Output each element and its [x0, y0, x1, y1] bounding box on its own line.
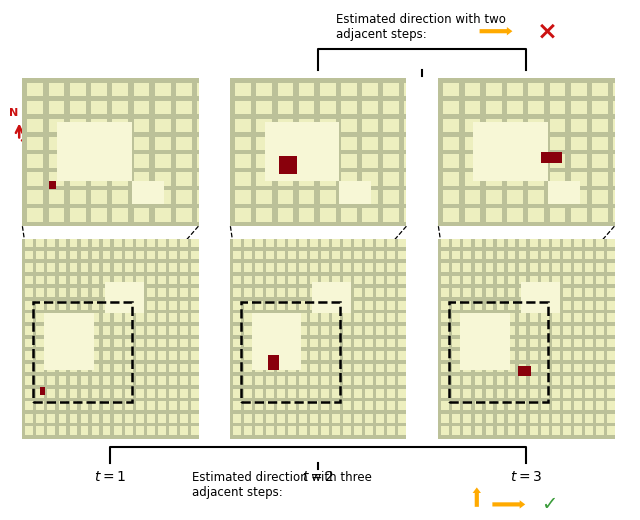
- Text: ✓: ✓: [541, 495, 557, 514]
- Text: $t = 1$: $t = 1$: [94, 470, 127, 484]
- Bar: [241, 303, 340, 402]
- Text: $t = 2$: $t = 2$: [303, 470, 334, 484]
- Bar: [449, 303, 548, 402]
- Text: Estimated direction with two
adjacent steps:: Estimated direction with two adjacent st…: [336, 13, 506, 41]
- Text: Estimated direction with three
adjacent steps:: Estimated direction with three adjacent …: [192, 471, 372, 499]
- Text: ×: ×: [537, 19, 557, 43]
- Text: N: N: [10, 108, 19, 118]
- Bar: [33, 303, 132, 402]
- Text: E: E: [49, 138, 56, 148]
- Text: $t = 3$: $t = 3$: [510, 470, 543, 484]
